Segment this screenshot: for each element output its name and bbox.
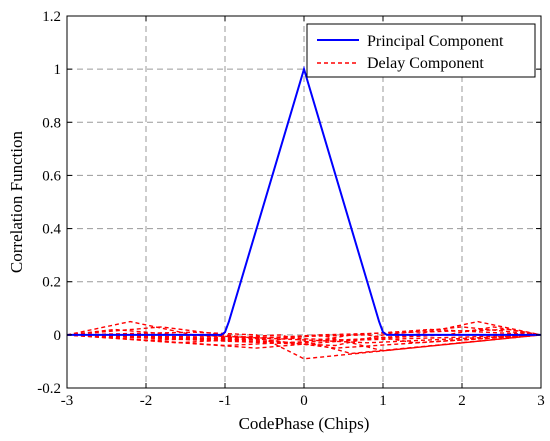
y-tick-label: 0.2	[42, 275, 61, 291]
x-tick-label: 3	[537, 393, 545, 409]
x-tick-label: -3	[61, 393, 74, 409]
y-tick-label: -0.2	[37, 381, 61, 397]
delay-component-curve	[66, 326, 542, 349]
x-tick-label: -2	[140, 393, 153, 409]
y-tick-label: 0.6	[42, 168, 61, 184]
delay-component-curve	[66, 334, 542, 344]
legend-box	[306, 23, 536, 78]
y-tick-label: 1	[54, 62, 62, 78]
y-tick-label: 0.8	[42, 115, 61, 131]
y-axis-label: Correlation Function	[7, 130, 26, 273]
x-tick-label: 1	[379, 393, 387, 409]
legend-label-principal: Principal Component	[367, 33, 504, 50]
y-tick-label: 0.4	[42, 222, 61, 238]
y-tick-label: 1.2	[42, 9, 61, 25]
y-tick-label: 0	[54, 328, 62, 344]
x-tick-label: 2	[458, 393, 466, 409]
x-axis-label: CodePhase (Chips)	[239, 414, 370, 433]
legend: Principal Component Delay Component	[306, 23, 536, 78]
series-layer	[66, 65, 542, 360]
delay-component-curve	[66, 328, 542, 341]
legend-label-delay: Delay Component	[367, 55, 484, 72]
x-tick-label: -1	[219, 393, 232, 409]
principal-component-line	[67, 65, 541, 336]
x-tick-label: 0	[300, 393, 308, 409]
axis-ticks: -3 -2 -1 0 1 2 3 -0.2 0 0.2 0.4 0.6 0.8 1 1.2	[37, 9, 545, 409]
